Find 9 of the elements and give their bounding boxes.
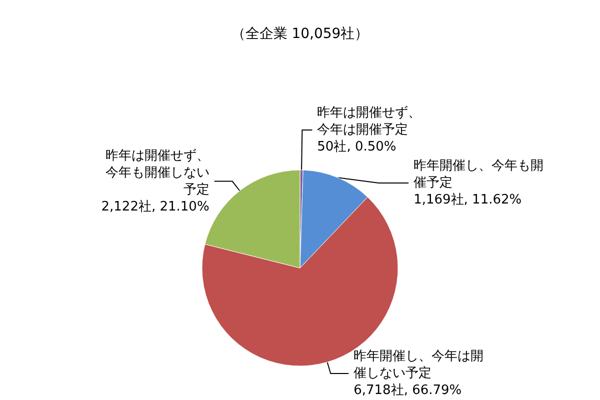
slice-label: 昨年開催し、今年は開催しない予定 xyxy=(354,349,484,381)
data-label: 50社, 0.50% xyxy=(317,140,396,155)
data-label: 2,122社, 21.10% xyxy=(101,199,210,214)
data-label: 6,718社, 66.79% xyxy=(354,383,462,398)
slice-label: 昨年は開催せず、今年も開催しない予定 xyxy=(105,148,210,198)
chart-title: （全企業 10,059社） xyxy=(231,26,369,42)
slice-label: 昨年開催し、今年も開催予定 xyxy=(414,158,544,191)
slice-label: 昨年は開催せず、今年は開催予定 xyxy=(317,106,422,138)
data-label: 1,169社, 11.62% xyxy=(414,192,522,208)
